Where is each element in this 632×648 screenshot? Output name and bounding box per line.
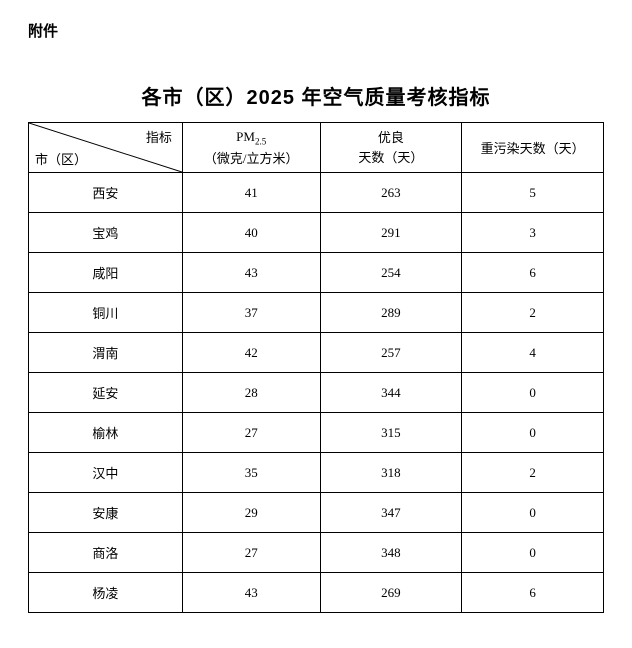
header-heavy-days: 重污染天数（天） — [462, 123, 604, 173]
cell-city: 榆林 — [29, 413, 183, 453]
cell-pm: 29 — [182, 493, 320, 533]
cell-good: 344 — [320, 373, 462, 413]
cell-heavy: 6 — [462, 573, 604, 613]
cell-good: 315 — [320, 413, 462, 453]
table-row: 咸阳432546 — [29, 253, 604, 293]
cell-good: 291 — [320, 213, 462, 253]
pm-label: PM — [236, 129, 255, 144]
cell-heavy: 2 — [462, 293, 604, 333]
good-label1: 优良 — [321, 128, 462, 148]
cell-city: 咸阳 — [29, 253, 183, 293]
cell-good: 269 — [320, 573, 462, 613]
table-row: 宝鸡402913 — [29, 213, 604, 253]
cell-pm: 35 — [182, 453, 320, 493]
cell-city: 杨凌 — [29, 573, 183, 613]
header-indicator-label: 指标 — [146, 127, 172, 146]
header-city-label: 市（区） — [35, 149, 87, 168]
cell-good: 318 — [320, 453, 462, 493]
cell-heavy: 2 — [462, 453, 604, 493]
cell-good: 254 — [320, 253, 462, 293]
cell-city: 宝鸡 — [29, 213, 183, 253]
cell-heavy: 0 — [462, 533, 604, 573]
pm-unit: （微克/立方米） — [183, 149, 320, 169]
cell-city: 铜川 — [29, 293, 183, 333]
cell-pm: 27 — [182, 413, 320, 453]
cell-heavy: 0 — [462, 493, 604, 533]
cell-heavy: 0 — [462, 373, 604, 413]
table-header-row: 指标 市（区） PM2.5 （微克/立方米） 优良 天数（天） 重污染天数（天） — [29, 123, 604, 173]
cell-pm: 28 — [182, 373, 320, 413]
table-row: 汉中353182 — [29, 453, 604, 493]
cell-city: 西安 — [29, 173, 183, 213]
cell-pm: 43 — [182, 253, 320, 293]
header-good-days: 优良 天数（天） — [320, 123, 462, 173]
cell-heavy: 0 — [462, 413, 604, 453]
cell-pm: 43 — [182, 573, 320, 613]
cell-good: 348 — [320, 533, 462, 573]
cell-good: 289 — [320, 293, 462, 333]
table-row: 铜川372892 — [29, 293, 604, 333]
cell-good: 263 — [320, 173, 462, 213]
cell-city: 安康 — [29, 493, 183, 533]
cell-pm: 40 — [182, 213, 320, 253]
cell-city: 汉中 — [29, 453, 183, 493]
cell-city: 渭南 — [29, 333, 183, 373]
cell-pm: 42 — [182, 333, 320, 373]
table-row: 商洛273480 — [29, 533, 604, 573]
table-row: 渭南422574 — [29, 333, 604, 373]
cell-pm: 27 — [182, 533, 320, 573]
cell-city: 商洛 — [29, 533, 183, 573]
table-row: 杨凌432696 — [29, 573, 604, 613]
cell-pm: 37 — [182, 293, 320, 333]
cell-city: 延安 — [29, 373, 183, 413]
cell-heavy: 4 — [462, 333, 604, 373]
cell-good: 347 — [320, 493, 462, 533]
cell-good: 257 — [320, 333, 462, 373]
table-row: 安康293470 — [29, 493, 604, 533]
good-label2: 天数（天） — [321, 148, 462, 168]
table-body: 西安412635宝鸡402913咸阳432546铜川372892渭南422574… — [29, 173, 604, 613]
cell-pm: 41 — [182, 173, 320, 213]
table-row: 榆林273150 — [29, 413, 604, 453]
header-diagonal-cell: 指标 市（区） — [29, 123, 183, 173]
attachment-label: 附件 — [28, 20, 604, 41]
table-row: 延安283440 — [29, 373, 604, 413]
table-row: 西安412635 — [29, 173, 604, 213]
cell-heavy: 5 — [462, 173, 604, 213]
air-quality-table: 指标 市（区） PM2.5 （微克/立方米） 优良 天数（天） 重污染天数（天）… — [28, 122, 604, 613]
header-pm: PM2.5 （微克/立方米） — [182, 123, 320, 173]
pm-sub: 2.5 — [255, 136, 266, 146]
cell-heavy: 3 — [462, 213, 604, 253]
page-title: 各市（区）2025 年空气质量考核指标 — [28, 81, 604, 110]
cell-heavy: 6 — [462, 253, 604, 293]
